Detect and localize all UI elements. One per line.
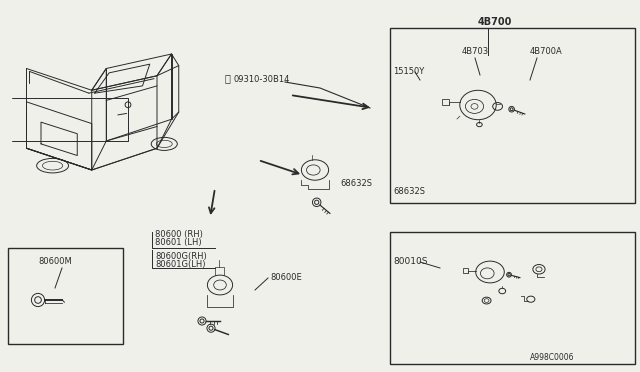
Text: 80600M: 80600M <box>38 257 72 266</box>
Text: 80601G(LH): 80601G(LH) <box>155 260 205 269</box>
Text: 4B703: 4B703 <box>462 48 489 57</box>
Bar <box>390 28 635 203</box>
Text: 68632S: 68632S <box>393 187 425 196</box>
Text: 80600G(RH): 80600G(RH) <box>155 251 207 260</box>
Bar <box>463 268 468 273</box>
Text: 4B700: 4B700 <box>478 17 513 27</box>
Text: 80601 (LH): 80601 (LH) <box>155 237 202 247</box>
Text: 80600E: 80600E <box>270 273 301 282</box>
Bar <box>8 248 123 344</box>
Text: 80010S: 80010S <box>393 257 428 266</box>
Text: 09310-30B14: 09310-30B14 <box>234 74 291 83</box>
Text: 15150Y: 15150Y <box>393 67 424 77</box>
Text: 4B700A: 4B700A <box>530 48 563 57</box>
Text: A998C0006: A998C0006 <box>530 353 575 362</box>
Text: Ⓢ: Ⓢ <box>225 73 231 83</box>
Text: 68632S: 68632S <box>340 179 372 187</box>
Text: 80600 (RH): 80600 (RH) <box>155 230 203 238</box>
Bar <box>390 232 635 364</box>
Bar <box>442 99 449 105</box>
